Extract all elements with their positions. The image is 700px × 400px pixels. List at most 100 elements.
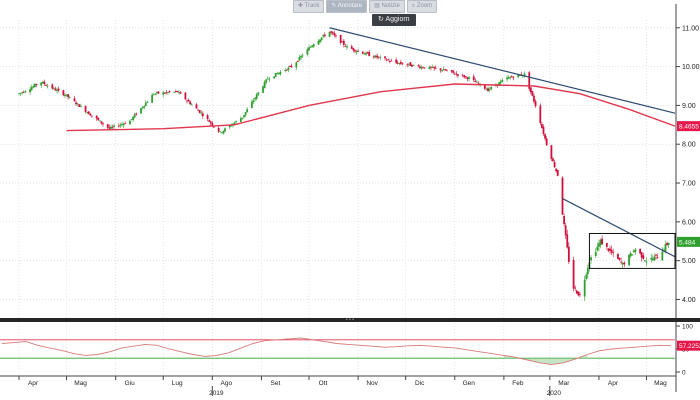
annotate-button[interactable]: ✎ Annotare <box>326 0 368 13</box>
candle-body <box>366 52 369 54</box>
candle-body <box>135 113 138 115</box>
candle-body <box>54 88 57 91</box>
candle-body <box>56 89 58 92</box>
candle-body <box>620 261 623 263</box>
candle-body <box>174 90 177 92</box>
resize-handle-icon[interactable]: • • • <box>345 317 355 323</box>
candle-body <box>122 123 125 126</box>
panel-divider[interactable] <box>0 318 700 322</box>
candle-body <box>29 89 32 93</box>
candle-body <box>575 290 578 294</box>
moving-average-line <box>66 83 676 132</box>
candle-body <box>533 95 535 102</box>
candle-body <box>434 67 437 69</box>
candle-body <box>399 61 402 64</box>
candle-body <box>476 81 478 83</box>
candle-body <box>539 105 542 124</box>
candle-body <box>650 257 653 260</box>
candle-body <box>398 63 401 64</box>
candle-body <box>19 92 22 94</box>
price-label-box <box>677 236 700 247</box>
track-button[interactable]: ✚ Track <box>293 0 325 13</box>
x-tick-label: Apr <box>28 380 39 387</box>
x-tick-label: Ago <box>221 380 233 387</box>
candle-body <box>257 92 260 95</box>
candle-body <box>130 119 133 120</box>
candle-body <box>76 103 79 105</box>
candle-body <box>146 101 149 103</box>
candle-body <box>195 104 198 109</box>
candle-body <box>545 138 548 146</box>
candle-body <box>157 91 160 94</box>
candle-body <box>534 101 537 107</box>
candle-body <box>506 77 508 80</box>
candle-body <box>396 62 399 64</box>
candle-body <box>323 34 326 37</box>
candle-body <box>73 98 76 102</box>
candle-body <box>235 120 237 122</box>
candle-body <box>108 127 111 129</box>
candle-body <box>64 95 66 97</box>
candle-body <box>640 252 643 258</box>
candle-body <box>35 83 38 86</box>
candle-body <box>417 65 420 67</box>
candle-body <box>498 82 501 87</box>
candle-body <box>609 248 611 251</box>
candle-body <box>355 51 358 53</box>
candle-body <box>141 107 144 109</box>
candle-body <box>634 249 637 253</box>
candle-body <box>165 92 168 93</box>
candle-body <box>274 72 277 78</box>
candle-body <box>385 59 388 61</box>
candle-body <box>350 46 353 49</box>
candle-body <box>211 122 214 126</box>
candle-body <box>552 158 554 162</box>
candle-body <box>412 64 415 66</box>
x-tick-label: Ott <box>319 380 328 387</box>
candle-body <box>46 85 49 87</box>
news-icon: ▤ <box>374 3 380 9</box>
candle-body <box>605 243 608 247</box>
candle-body <box>444 69 447 71</box>
candle-body <box>319 39 321 43</box>
zoom-button[interactable]: ⌕ Zoom <box>406 0 438 13</box>
candle-body <box>531 91 534 96</box>
candle-body <box>322 35 325 37</box>
candle-body <box>450 70 453 72</box>
candle-body <box>599 239 602 246</box>
update-button[interactable]: ↻ Aggiorn <box>372 14 416 26</box>
candle-body <box>556 169 559 176</box>
candle-body <box>75 102 77 105</box>
candle-body <box>507 77 510 79</box>
candle-body <box>328 31 331 37</box>
price-marks <box>18 27 676 301</box>
candle-body <box>276 73 279 75</box>
candle-body <box>189 101 192 105</box>
candle-body <box>518 75 521 76</box>
candle-body <box>176 90 179 93</box>
candle-body <box>113 125 115 127</box>
x-tick-label: Nov <box>366 380 378 387</box>
candle-body <box>287 67 290 71</box>
candle-body <box>95 115 98 119</box>
candle-body <box>124 123 127 125</box>
candle-body <box>32 86 35 88</box>
candle-body <box>354 49 356 52</box>
candle-body <box>317 40 320 45</box>
news-button[interactable]: ▤ Notizie <box>369 0 405 13</box>
candle-body <box>579 294 581 295</box>
candle-body <box>79 106 82 107</box>
candle-body <box>119 124 122 126</box>
candle-body <box>352 48 355 51</box>
candle-body <box>179 92 182 94</box>
candle-body <box>572 259 575 289</box>
candle-body <box>461 74 464 76</box>
candle-body <box>262 86 264 93</box>
candle-body <box>463 75 466 78</box>
candle-body <box>468 77 470 80</box>
candle-body <box>363 53 366 55</box>
candle-body <box>555 168 558 172</box>
candle-body <box>41 81 44 84</box>
candle-body <box>224 128 226 132</box>
y-tick-label: 11.00 <box>682 25 699 32</box>
